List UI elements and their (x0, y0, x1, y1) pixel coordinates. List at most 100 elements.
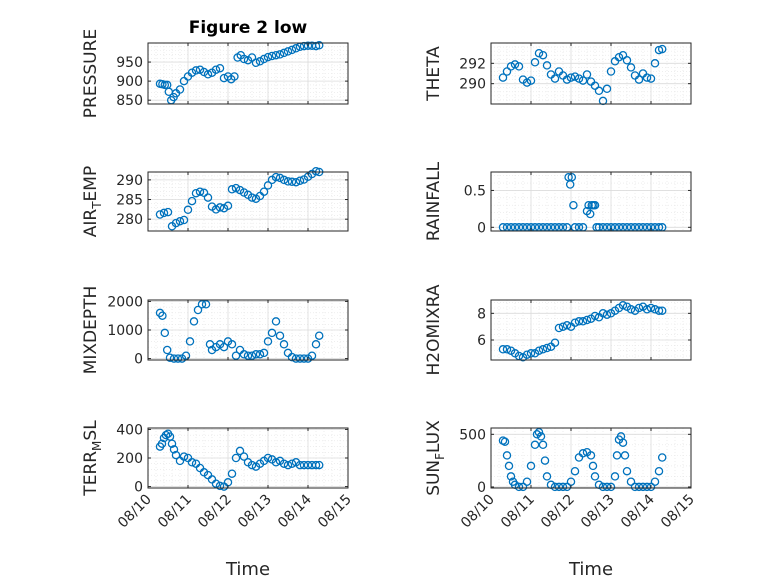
y-tick-label: 1000 (107, 323, 143, 339)
y-axis-label-subscript: M (90, 441, 104, 451)
data-point (291, 44, 301, 53)
data-point (498, 345, 508, 354)
data-point (160, 328, 170, 338)
data-point (518, 482, 528, 492)
axes-box (490, 42, 692, 105)
data-point (263, 337, 273, 346)
data-point (175, 216, 185, 226)
subplot-theta: 290 292 THETA (424, 42, 692, 106)
data-point (602, 84, 612, 94)
data-point (295, 460, 305, 470)
data-point (642, 73, 652, 82)
y-axis-label-part: PRESSURE (81, 29, 101, 118)
data-point (504, 461, 514, 471)
data-point (227, 185, 237, 194)
data-point (295, 176, 305, 185)
data-point (193, 305, 203, 315)
data-point (514, 482, 524, 492)
data-point (534, 48, 544, 58)
y-axis-label-part: MIXDEPTH (81, 286, 101, 375)
data-point (630, 482, 640, 492)
data-point (267, 328, 277, 338)
data-point (570, 72, 580, 81)
x-axis-label: Time (568, 559, 613, 580)
data-point (235, 446, 245, 456)
y-axis-label-part: SL (81, 420, 101, 441)
data-point (542, 343, 552, 353)
data-point (287, 459, 297, 468)
subplot-airemp: 280 285 290 AIRTEMP (81, 166, 349, 237)
y-tick-label: 6 (477, 333, 486, 349)
data-point (259, 348, 269, 358)
data-point (554, 482, 564, 492)
data-point (578, 317, 588, 326)
data-point (540, 456, 550, 465)
data-point (584, 200, 593, 210)
data-point (657, 453, 667, 462)
y-tick-label: 500 (459, 427, 486, 443)
data-point (219, 342, 229, 352)
data-point (646, 482, 656, 492)
data-point (173, 354, 183, 363)
data-point (606, 67, 616, 76)
data-point (554, 323, 564, 333)
data-point (267, 51, 277, 61)
data-point (179, 215, 189, 225)
data-point (514, 62, 524, 71)
data-point (165, 353, 175, 362)
y-axis-label-part: EMP (81, 166, 101, 202)
data-point (530, 58, 540, 67)
data-point (650, 59, 660, 68)
data-point (614, 52, 624, 62)
data-point (263, 453, 273, 463)
data-point (271, 317, 281, 326)
y-axis-label: TERRMSL (81, 420, 104, 497)
data-point (187, 458, 197, 467)
y-tick-label: 400 (116, 422, 143, 438)
chart-title: Figure 2 low (189, 18, 308, 38)
y-tick-label: 900 (116, 74, 143, 90)
data-point (295, 354, 305, 363)
data-point (157, 439, 167, 448)
data-point (558, 322, 568, 331)
data-point (171, 218, 181, 228)
data-point (275, 173, 285, 183)
data-point (247, 460, 257, 470)
y-axis-label: H2OMIXRA (424, 284, 444, 375)
data-point (550, 338, 560, 347)
data-point (160, 80, 170, 90)
data-point (558, 482, 568, 492)
data-point (251, 58, 261, 68)
data-point (567, 172, 577, 182)
data-point (239, 350, 249, 359)
data-point (657, 306, 667, 315)
axes-box (147, 42, 349, 105)
subplot-mixdepth: 0 1000 2000 MIXDEPTH (81, 286, 349, 375)
data-point (562, 75, 572, 84)
data-point (590, 81, 600, 90)
data-point (185, 337, 195, 346)
data-point (536, 432, 546, 441)
y-tick-label: 0 (477, 220, 486, 236)
data-point (550, 482, 560, 492)
data-point (574, 74, 584, 83)
y-tick-label: 0.5 (464, 183, 486, 199)
data-point (239, 54, 249, 64)
data-point (158, 311, 167, 320)
data-point (203, 70, 213, 79)
data-point (271, 50, 281, 60)
y-axis-label-part: SUN (424, 460, 444, 496)
data-point (522, 477, 532, 486)
y-tick-label: 290 (459, 77, 486, 93)
data-point (610, 472, 620, 481)
data-point (534, 427, 544, 437)
data-point (251, 350, 261, 359)
data-point (590, 472, 600, 481)
data-point (578, 76, 588, 85)
data-point (231, 453, 241, 463)
y-axis-label: SUNFLUX (424, 420, 447, 496)
axes-box (490, 427, 692, 489)
data-point (311, 166, 321, 176)
data-point (175, 85, 185, 94)
data-point (187, 196, 197, 206)
